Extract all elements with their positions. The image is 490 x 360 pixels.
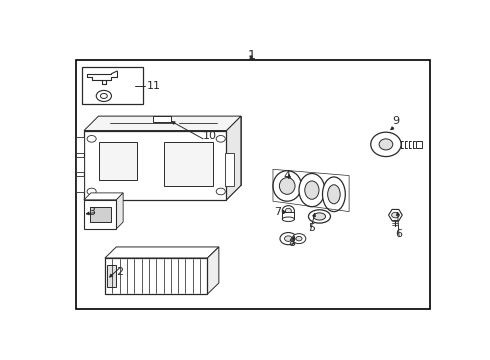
Ellipse shape: [305, 181, 319, 199]
Ellipse shape: [371, 132, 401, 157]
Polygon shape: [116, 193, 123, 229]
Ellipse shape: [282, 217, 294, 221]
Polygon shape: [105, 258, 207, 294]
Polygon shape: [84, 200, 116, 229]
Polygon shape: [389, 210, 402, 221]
Ellipse shape: [285, 208, 292, 213]
Text: 8: 8: [289, 238, 295, 248]
Circle shape: [392, 212, 399, 218]
Text: 5: 5: [308, 222, 316, 233]
Ellipse shape: [273, 171, 301, 201]
Bar: [416, 141, 422, 148]
Circle shape: [292, 234, 306, 244]
Polygon shape: [105, 247, 219, 258]
Bar: [224, 153, 234, 186]
Ellipse shape: [279, 177, 295, 194]
Circle shape: [216, 135, 225, 142]
Bar: [99, 141, 137, 180]
Polygon shape: [84, 185, 241, 200]
Polygon shape: [84, 193, 123, 200]
Bar: [90, 207, 111, 222]
Circle shape: [296, 237, 302, 241]
Polygon shape: [226, 116, 241, 200]
Bar: [75, 157, 84, 172]
Circle shape: [87, 135, 96, 142]
Polygon shape: [207, 247, 219, 294]
Circle shape: [280, 233, 297, 245]
Circle shape: [216, 188, 225, 195]
Ellipse shape: [328, 185, 340, 204]
Bar: [107, 265, 116, 287]
Ellipse shape: [299, 174, 325, 207]
Text: 2: 2: [117, 267, 123, 277]
Text: 9: 9: [392, 116, 399, 126]
Text: 10: 10: [202, 131, 217, 141]
Text: 1: 1: [247, 49, 255, 62]
Polygon shape: [84, 131, 226, 200]
Bar: [75, 138, 84, 153]
Circle shape: [285, 236, 292, 242]
Text: 4: 4: [284, 171, 291, 181]
Text: 6: 6: [396, 229, 403, 239]
Text: 11: 11: [147, 81, 161, 91]
Circle shape: [87, 188, 96, 195]
Bar: [75, 176, 84, 192]
Circle shape: [96, 90, 111, 102]
Polygon shape: [98, 116, 241, 185]
Polygon shape: [84, 116, 241, 131]
Bar: [164, 141, 213, 186]
Ellipse shape: [282, 206, 294, 216]
Ellipse shape: [314, 213, 325, 220]
Text: 7: 7: [274, 207, 281, 217]
Ellipse shape: [379, 139, 393, 150]
Ellipse shape: [322, 177, 345, 212]
Bar: [82, 67, 143, 104]
Circle shape: [100, 94, 107, 98]
Bar: [282, 212, 294, 219]
Bar: [153, 116, 171, 122]
Text: 3: 3: [88, 207, 96, 217]
Ellipse shape: [309, 210, 330, 223]
